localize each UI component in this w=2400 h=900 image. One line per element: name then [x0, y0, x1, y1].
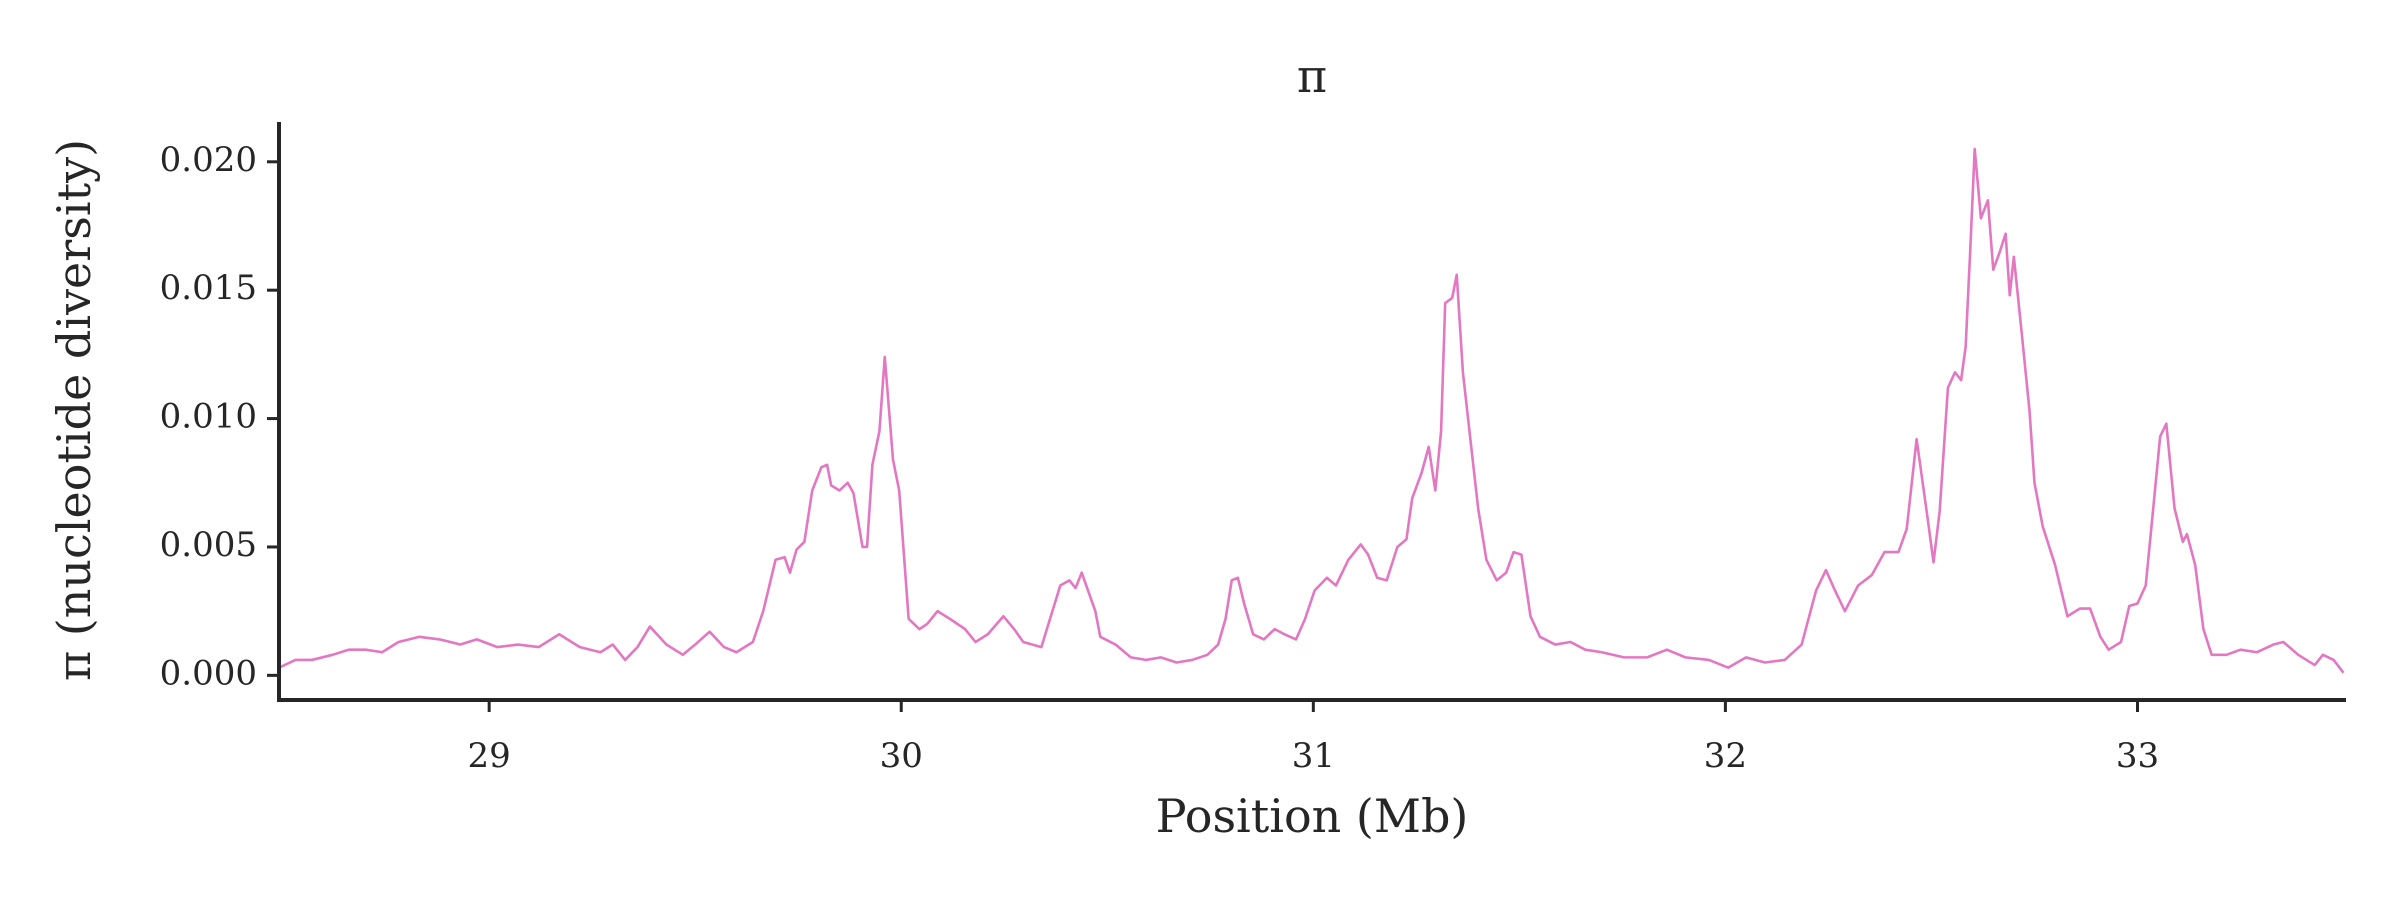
x-tick-label: 33	[2116, 736, 2159, 776]
y-tick-label: 0.005	[160, 525, 257, 565]
chart-title: π	[1297, 49, 1327, 103]
y-tick-label: 0.000	[160, 653, 257, 693]
y-tick-label: 0.020	[160, 140, 257, 180]
y-tick-label: 0.010	[160, 397, 257, 437]
y-axis-label: π (nucleotide diversity)	[47, 139, 101, 681]
x-tick-label: 29	[468, 736, 511, 776]
y-tick-label: 0.015	[160, 268, 257, 308]
x-axis-label: Position (Mb)	[1156, 789, 1469, 843]
x-tick-label: 31	[1292, 736, 1335, 776]
data-line	[278, 147, 2345, 674]
x-tick-label: 32	[1704, 736, 1747, 776]
x-tick-label: 30	[880, 736, 923, 776]
